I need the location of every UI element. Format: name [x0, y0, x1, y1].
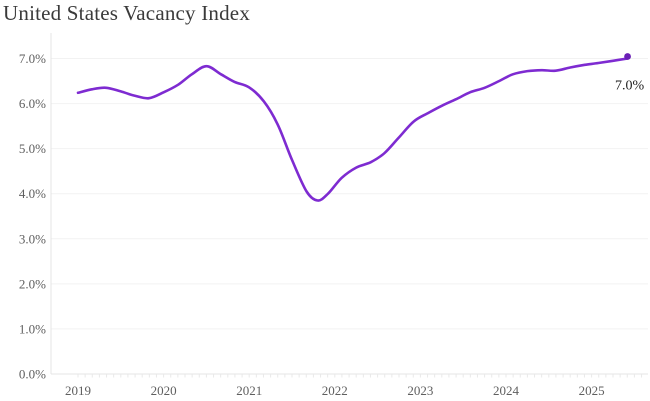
y-axis-tick-label: 1.0%: [19, 321, 46, 336]
x-axis-tick-label: 2019: [65, 383, 91, 398]
x-axis-tick-label: 2020: [151, 383, 177, 398]
x-axis-tick-label: 2022: [322, 383, 348, 398]
last-point-marker[interactable]: [624, 53, 631, 60]
chart-title: United States Vacancy Index: [3, 1, 251, 25]
series-line-vacancy-index[interactable]: [76, 57, 629, 202]
y-axis-tick-label: 2.0%: [19, 276, 46, 291]
last-value-label: 7.0%: [615, 79, 645, 94]
y-axis-tick-label: 6.0%: [19, 96, 46, 111]
y-axis-tick-label: 5.0%: [19, 141, 46, 156]
y-axis-tick-label: 7.0%: [19, 51, 46, 66]
y-axis-tick-label: 4.0%: [19, 186, 46, 201]
y-axis-tick-label: 0.0%: [19, 367, 46, 382]
y-axis-tick-label: 3.0%: [19, 231, 46, 246]
x-axis-tick-label: 2023: [407, 383, 433, 398]
x-axis-tick-label: 2021: [236, 383, 262, 398]
x-axis-tick-label: 2024: [493, 383, 520, 398]
x-axis-tick-label: 2025: [579, 383, 605, 398]
